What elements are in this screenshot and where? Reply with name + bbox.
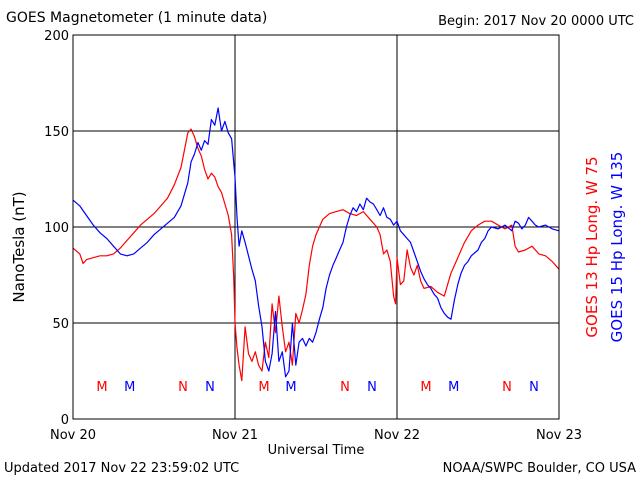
local-time-marker: N: [367, 380, 377, 395]
y-axis-label: NanoTesla (nT): [10, 191, 28, 302]
local-time-marker: N: [529, 380, 539, 395]
y-tick-label: 150: [44, 125, 69, 140]
y-tick-label: 0: [61, 413, 69, 428]
x-axis-label: Universal Time: [268, 443, 365, 458]
local-time-marker: M: [124, 380, 135, 395]
legend-goes15: GOES 15 Hp Long. W 135: [608, 152, 626, 343]
x-tick-label: Nov 23: [536, 428, 582, 443]
source-credit: NOAA/SWPC Boulder, CO USA: [442, 461, 636, 476]
local-time-marker: M: [448, 380, 459, 395]
chart-title: GOES Magnetometer (1 minute data): [6, 10, 268, 26]
x-axis-ticks: Nov 20 Nov 21 Nov 22 Nov 23: [50, 428, 582, 443]
y-tick-label: 50: [52, 317, 69, 332]
plot-frame: [72, 34, 560, 420]
x-tick-label: Nov 21: [212, 428, 258, 443]
local-time-marker: M: [420, 380, 431, 395]
series-goes13-line: [72, 128, 560, 382]
x-tick-label: Nov 22: [374, 428, 420, 443]
begin-timestamp: Begin: 2017 Nov 20 0000 UTC: [438, 14, 634, 29]
series-goes15-line: [72, 107, 560, 378]
local-time-marker: N: [502, 380, 512, 395]
legend-goes13: GOES 13 Hp Long. W 75: [583, 156, 601, 337]
y-tick-label: 100: [44, 221, 69, 236]
grid-lines: [73, 35, 559, 419]
local-time-marker: N: [178, 380, 188, 395]
local-time-marker: N: [205, 380, 215, 395]
local-time-marker: M: [96, 380, 107, 395]
y-axis-ticks: 0 50 100 150 200: [44, 29, 69, 428]
local-time-marker: M: [285, 380, 296, 395]
local-time-marker: N: [340, 380, 350, 395]
x-tick-label: Nov 20: [50, 428, 96, 443]
series-lines: [72, 107, 560, 382]
updated-timestamp: Updated 2017 Nov 22 23:59:02 UTC: [4, 461, 240, 476]
y-tick-label: 200: [44, 29, 69, 44]
local-time-marker: M: [258, 380, 269, 395]
